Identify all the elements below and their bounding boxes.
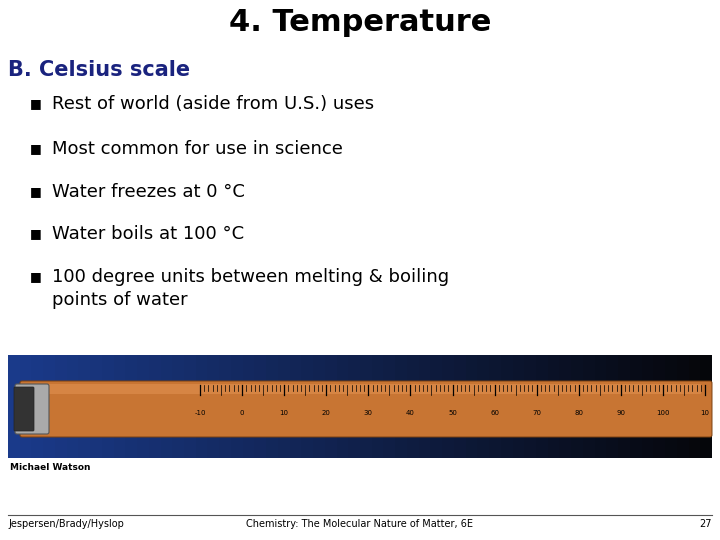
Bar	[254, 355, 266, 458]
Bar	[196, 355, 207, 458]
Text: 10: 10	[279, 410, 289, 416]
Bar	[618, 355, 630, 458]
Bar	[231, 355, 243, 458]
Bar	[172, 355, 184, 458]
Bar	[524, 355, 536, 458]
Text: 40: 40	[406, 410, 415, 416]
Bar	[32, 355, 43, 458]
Bar	[161, 355, 172, 458]
Bar	[677, 355, 688, 458]
Bar	[559, 355, 571, 458]
Text: Water freezes at 0 °C: Water freezes at 0 °C	[52, 183, 245, 201]
Text: ■: ■	[30, 142, 42, 155]
Bar	[431, 355, 442, 458]
Bar	[149, 355, 161, 458]
Text: B. Celsius scale: B. Celsius scale	[8, 60, 190, 80]
Text: 70: 70	[532, 410, 541, 416]
Bar	[19, 355, 32, 458]
Bar	[395, 355, 407, 458]
Bar	[207, 355, 219, 458]
Text: Michael Watson: Michael Watson	[10, 463, 91, 472]
Bar	[501, 355, 513, 458]
Text: Rest of world (aside from U.S.) uses: Rest of world (aside from U.S.) uses	[52, 95, 374, 113]
Text: ■: ■	[30, 185, 42, 198]
Text: 20: 20	[322, 410, 330, 416]
Bar	[289, 355, 302, 458]
Bar	[43, 355, 55, 458]
Text: 100: 100	[656, 410, 670, 416]
Bar	[407, 355, 418, 458]
Bar	[125, 355, 137, 458]
Bar	[67, 355, 78, 458]
Bar	[642, 355, 653, 458]
Text: 10: 10	[701, 410, 709, 416]
Bar	[313, 355, 325, 458]
Bar	[454, 355, 466, 458]
Bar	[102, 355, 114, 458]
FancyBboxPatch shape	[26, 384, 701, 394]
Bar	[348, 355, 360, 458]
Text: 60: 60	[490, 410, 499, 416]
Text: Chemistry: The Molecular Nature of Matter, 6E: Chemistry: The Molecular Nature of Matte…	[246, 519, 474, 529]
Bar	[606, 355, 618, 458]
Text: 50: 50	[448, 410, 457, 416]
Bar	[536, 355, 548, 458]
Bar	[583, 355, 595, 458]
Bar	[114, 355, 125, 458]
Bar	[219, 355, 231, 458]
Bar	[243, 355, 254, 458]
Text: ■: ■	[30, 270, 42, 283]
Text: Water boils at 100 °C: Water boils at 100 °C	[52, 225, 244, 243]
Bar	[665, 355, 677, 458]
Bar	[513, 355, 524, 458]
FancyBboxPatch shape	[20, 381, 712, 437]
Bar	[466, 355, 477, 458]
Bar	[336, 355, 348, 458]
Text: 30: 30	[364, 410, 373, 416]
Bar	[90, 355, 102, 458]
Bar	[78, 355, 90, 458]
Bar	[571, 355, 583, 458]
Bar	[360, 355, 372, 458]
Bar	[302, 355, 313, 458]
Text: Most common for use in science: Most common for use in science	[52, 140, 343, 158]
Bar	[8, 355, 19, 458]
Text: 4. Temperature: 4. Temperature	[229, 8, 491, 37]
Bar	[325, 355, 336, 458]
Bar	[184, 355, 196, 458]
Bar	[548, 355, 559, 458]
FancyBboxPatch shape	[15, 384, 49, 434]
Text: 0: 0	[240, 410, 244, 416]
Bar	[630, 355, 642, 458]
Bar	[384, 355, 395, 458]
Text: Jespersen/Brady/Hyslop: Jespersen/Brady/Hyslop	[8, 519, 124, 529]
Text: ■: ■	[30, 97, 42, 110]
Text: 100 degree units between melting & boiling
points of water: 100 degree units between melting & boili…	[52, 268, 449, 309]
Bar	[266, 355, 278, 458]
Bar	[55, 355, 67, 458]
FancyBboxPatch shape	[14, 387, 34, 431]
Bar	[372, 355, 384, 458]
Bar	[137, 355, 149, 458]
Bar	[442, 355, 454, 458]
Bar	[653, 355, 665, 458]
Bar	[595, 355, 606, 458]
Text: 90: 90	[616, 410, 626, 416]
Text: 27: 27	[700, 519, 712, 529]
Bar	[418, 355, 431, 458]
Bar	[278, 355, 289, 458]
Text: ■: ■	[30, 227, 42, 240]
Bar	[489, 355, 501, 458]
Text: 80: 80	[575, 410, 583, 416]
Bar	[701, 355, 712, 458]
Text: -10: -10	[194, 410, 206, 416]
Bar	[477, 355, 489, 458]
Bar	[688, 355, 701, 458]
